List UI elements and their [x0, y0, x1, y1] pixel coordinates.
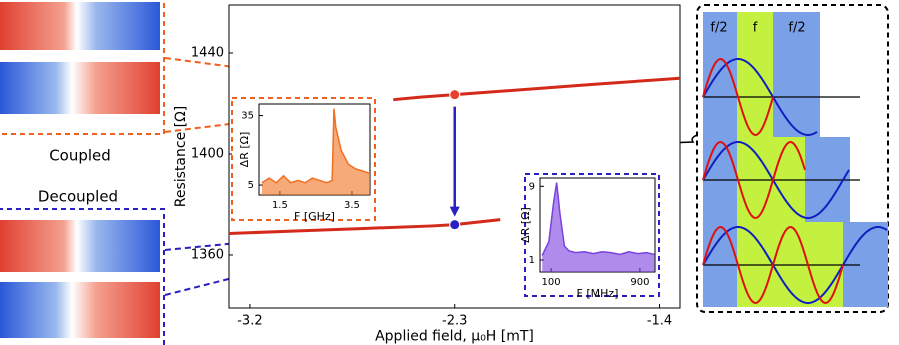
spectrum-line — [261, 108, 371, 184]
red-wave — [702, 225, 844, 305]
spectrum-line — [541, 182, 655, 256]
line-series — [393, 76, 681, 102]
y-tick-label: 1 — [529, 255, 535, 266]
panel-box — [696, 4, 889, 313]
band-label: f/2 — [710, 21, 727, 36]
y-tick-label: 1360 — [191, 247, 224, 262]
red-wave — [702, 140, 806, 220]
marker — [449, 219, 461, 231]
x-axis-label: Applied field, μ₀H [mT] — [375, 329, 534, 345]
x-axis-label: F [MHz] — [577, 287, 619, 300]
red-wave — [702, 57, 774, 137]
spectrum-area — [261, 108, 370, 195]
y-tick-label: 1440 — [191, 45, 224, 60]
decoupled-label: Decoupled — [38, 188, 118, 206]
right-panel: f/2 f f/2 h — [470, 4, 889, 313]
x-tick-label: -3.2 — [237, 314, 262, 329]
field-arrow — [471, 134, 698, 151]
line-series — [228, 218, 501, 236]
decoupled-box — [0, 208, 165, 345]
sim-image — [0, 2, 160, 50]
band-label: f — [753, 21, 758, 36]
coupled-box — [0, 0, 165, 135]
y-axis-label: ΔR [Ω] — [238, 132, 251, 168]
y-tick-label: 5 — [248, 180, 254, 191]
x-tick-label: -1.4 — [647, 314, 672, 329]
sim-image — [0, 62, 160, 114]
x-axis-label: F [GHz] — [294, 210, 335, 223]
y-tick-label: 35 — [241, 111, 254, 122]
sim-image — [0, 282, 160, 338]
x-tick-label: 1.5 — [272, 200, 288, 211]
main-chart: -3.2 -2.3 -1.4 1360 1400 1440 Applied field, μ… — [173, 4, 681, 345]
y-axis-label: ΔR [Ω] — [519, 207, 532, 243]
left-panel: Coupled Decoupled — [0, 0, 165, 345]
y-axis-label: Resistance [Ω] — [173, 106, 189, 208]
y-tick-label: 9 — [529, 181, 535, 192]
blue-wave — [702, 226, 888, 304]
band — [773, 12, 820, 137]
y-tick-label: 1400 — [191, 146, 224, 161]
x-tick-label: 100 — [542, 277, 561, 288]
x-tick-label: -2.3 — [442, 314, 467, 329]
marker — [449, 89, 461, 101]
coupled-label: Coupled — [49, 147, 111, 165]
blue-wave — [702, 141, 850, 219]
spectrum-area — [542, 182, 655, 272]
band-label: f/2 — [788, 21, 805, 36]
x-tick-label: 900 — [630, 277, 649, 288]
x-tick-label: 3.5 — [344, 200, 360, 211]
arrow-head — [449, 206, 460, 217]
blue-wave — [702, 58, 818, 136]
sim-image — [0, 220, 160, 272]
